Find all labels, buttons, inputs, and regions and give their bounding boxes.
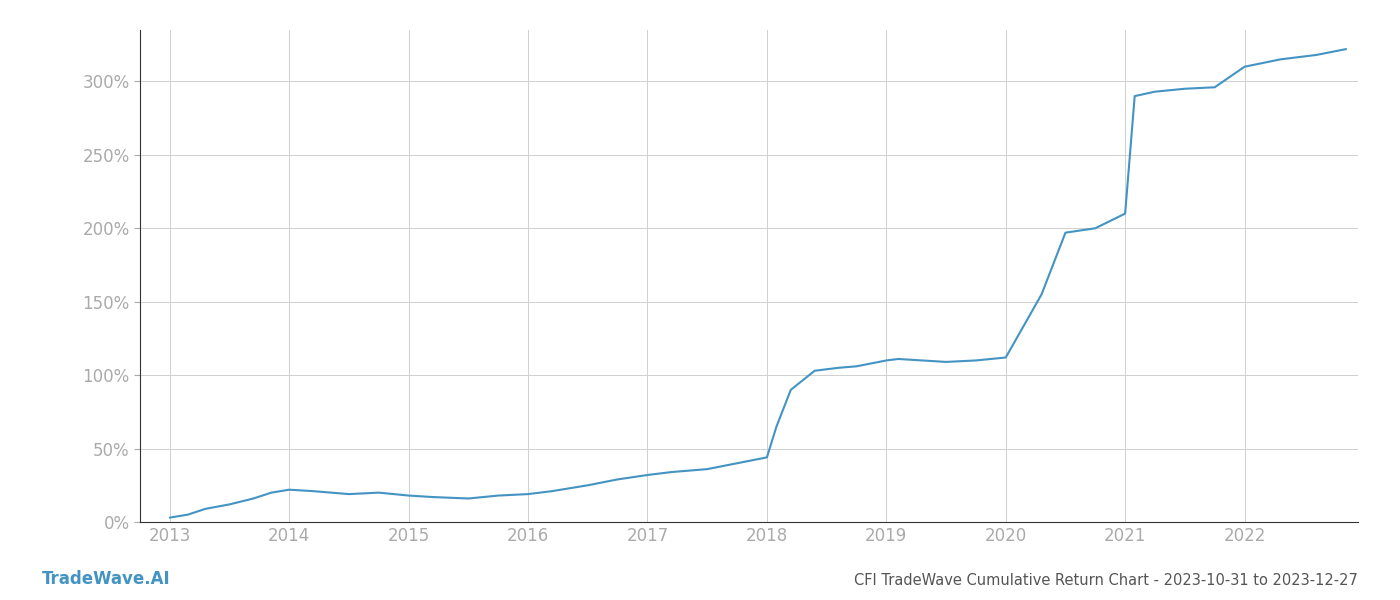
Text: CFI TradeWave Cumulative Return Chart - 2023-10-31 to 2023-12-27: CFI TradeWave Cumulative Return Chart - … — [854, 573, 1358, 588]
Text: TradeWave.AI: TradeWave.AI — [42, 570, 171, 588]
